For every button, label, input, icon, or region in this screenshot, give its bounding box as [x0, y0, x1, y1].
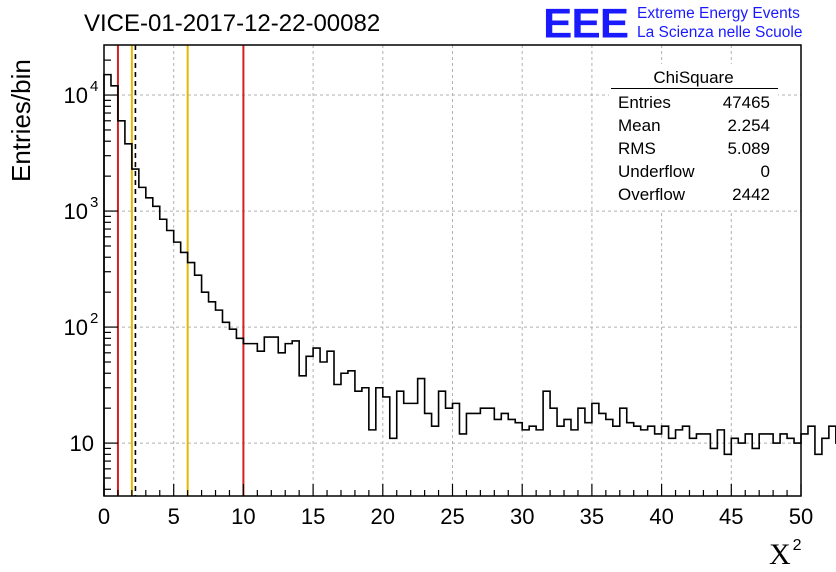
stat-label: Mean [618, 116, 661, 135]
grid-lines [104, 45, 801, 496]
x-tick-label: 25 [440, 504, 464, 529]
x-axis-ticks: 0 5 10 15 20 25 30 35 40 45 50 [98, 484, 813, 529]
stat-value: 2442 [732, 185, 770, 204]
x-axis-label-text: X [769, 538, 791, 571]
stat-row-overflow: Overflow 2442 [618, 185, 770, 207]
eee-logo-mark: EEE [543, 0, 629, 47]
histogram-outline [103, 73, 836, 496]
stats-title: ChiSquare [653, 68, 734, 87]
y-tick-label: 10 [64, 83, 88, 108]
x-tick-label: 30 [510, 504, 534, 529]
x-tick-label: 20 [371, 504, 395, 529]
stat-row-rms: RMS 5.089 [618, 139, 770, 161]
stat-label: Overflow [618, 185, 686, 204]
stat-value: 2.254 [727, 116, 770, 135]
x-axis-label-sup: 2 [792, 537, 802, 554]
y-tick-exponent: 4 [90, 78, 98, 95]
y-tick-label: 10 [64, 199, 88, 224]
x-tick-label: 0 [98, 504, 110, 529]
y-tick-label: 10 [64, 315, 88, 340]
stat-label: RMS [618, 139, 656, 158]
marker-lines [116, 45, 245, 496]
stat-value: 47465 [722, 93, 770, 112]
x-tick-label: 5 [168, 504, 180, 529]
x-tick-label: 10 [231, 504, 255, 529]
x-tick-label: 40 [649, 504, 673, 529]
stat-label: Entries [618, 93, 671, 112]
x-tick-label: 15 [301, 504, 325, 529]
x-tick-label: 35 [580, 504, 604, 529]
x-tick-label: 45 [719, 504, 743, 529]
x-tick-label: 50 [789, 504, 813, 529]
y-tick-exponent: 2 [90, 310, 98, 327]
stats-title-underline [611, 88, 778, 89]
histogram-series [103, 73, 836, 496]
stat-value: 5.089 [727, 139, 770, 158]
stat-label: Underflow [618, 162, 695, 181]
stat-row-entries: Entries 47465 [618, 93, 770, 115]
logo-line-2: La Scienza nelle Scuole [637, 24, 803, 41]
logo-line-1: Extreme Energy Events [637, 5, 800, 22]
stats-box: ChiSquare Entries 47465 Mean 2.254 RMS 5… [609, 64, 778, 210]
chart-title: VICE-01-2017-12-22-00082 [84, 10, 381, 37]
y-tick-exponent: 3 [90, 194, 98, 211]
stat-row-mean: Mean 2.254 [618, 116, 770, 138]
y-tick-label: 10 [70, 431, 94, 456]
stat-value: 0 [760, 162, 770, 181]
stat-row-underflow: Underflow 0 [618, 162, 770, 184]
